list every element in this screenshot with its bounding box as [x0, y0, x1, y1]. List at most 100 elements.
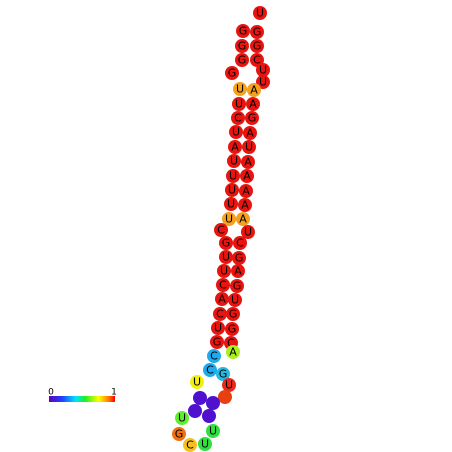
nucleotide-label: U [209, 425, 217, 438]
nucleotide-label: G [238, 54, 247, 67]
nucleotide [236, 212, 250, 226]
nucleotide-label: U [232, 126, 240, 139]
nucleotide-label: G [235, 252, 244, 265]
nucleotide [228, 293, 242, 307]
nucleotide [226, 345, 240, 359]
nucleotide-label: U [193, 376, 201, 389]
nucleotide [239, 184, 253, 198]
nucleotide [231, 264, 245, 278]
nucleotide-label: C [234, 112, 242, 125]
nucleotide-label: A [239, 213, 247, 226]
nucleotide [203, 363, 217, 377]
nucleotide-label: U [225, 379, 233, 392]
nucleotide [247, 83, 261, 97]
nucleotide [198, 437, 212, 451]
nucleotide-label: G [228, 323, 237, 336]
nucleotide-label: U [236, 83, 244, 96]
nucleotide [230, 279, 244, 293]
nucleotide [225, 183, 239, 197]
nucleotide [240, 169, 254, 183]
nucleotide-label: U [245, 141, 253, 154]
nucleotide [232, 97, 246, 111]
nucleotide [231, 111, 245, 125]
nucleotide [183, 438, 197, 452]
nucleotide-label: G [222, 237, 231, 250]
nucleotide-label: G [219, 368, 228, 381]
nucleotide [224, 197, 238, 211]
nucleotide-label: C [253, 54, 261, 67]
nucleotide-label: A [243, 170, 251, 183]
nucleotide [250, 39, 264, 53]
colorbar-max: 1 [111, 388, 117, 398]
nucleotide-label: G [228, 67, 237, 80]
nucleotide-label: U [259, 64, 267, 77]
nucleotide [226, 169, 240, 183]
nucleotide-label: C [219, 279, 227, 292]
nucleotide-label: U [259, 76, 267, 89]
nucleotide [229, 125, 243, 139]
nucleotide-label: U [229, 170, 237, 183]
nucleotide-label: G [253, 40, 262, 53]
nucleotide [242, 140, 256, 154]
nucleotide-label: A [246, 127, 254, 140]
nucleotide [233, 82, 247, 96]
nucleotide-label: G [175, 428, 184, 441]
nucleotide-label: C [206, 364, 214, 377]
nucleotide-label: U [244, 226, 252, 239]
nucleotide [216, 278, 230, 292]
nucleotide-label: C [227, 337, 235, 350]
nucleotide [243, 126, 257, 140]
nucleotide-label: A [231, 141, 239, 154]
nucleotide [233, 236, 247, 250]
nucleotide-label: U [222, 251, 230, 264]
nucleotide-label: G [239, 25, 248, 38]
nucleotide [190, 375, 204, 389]
colorbar-min: 0 [48, 388, 54, 398]
nucleotide-label: C [216, 308, 224, 321]
nucleotide-label: C [210, 350, 218, 363]
nucleotide-label: G [253, 26, 262, 39]
nucleotide [172, 427, 186, 441]
nucleotide-label: A [242, 185, 250, 198]
nucleotide [217, 264, 231, 278]
nucleotide [250, 25, 264, 39]
nucleotide [245, 111, 259, 125]
nucleotide-label: G [248, 112, 257, 125]
nucleotide-label: U [201, 438, 209, 451]
nucleotide [222, 212, 236, 226]
nucleotide [236, 24, 250, 38]
nucleotide-label: U [235, 98, 243, 111]
nucleotide-label: A [250, 84, 258, 97]
nucleotide [211, 321, 225, 335]
nucleotide [226, 307, 240, 321]
nucleotide-label: A [244, 156, 252, 169]
nucleotide [188, 404, 202, 418]
nucleotide [175, 411, 189, 425]
nucleotide [216, 367, 230, 381]
nucleotide [256, 75, 270, 89]
nucleotide [202, 409, 216, 423]
nucleotide-label: U [228, 184, 236, 197]
nucleotide [228, 140, 242, 154]
nucleotide [207, 349, 221, 363]
nucleotide-label: A [218, 293, 226, 306]
colorbar [49, 396, 115, 402]
nucleotide [225, 66, 239, 80]
nucleotide-label: U [220, 265, 228, 278]
nucleotide-label: G [229, 308, 238, 321]
nucleotide [235, 53, 249, 67]
nucleotide-label: C [186, 439, 194, 452]
nucleotide-label: U [256, 7, 264, 20]
nucleotide-label: U [214, 322, 222, 335]
nucleotide [241, 225, 255, 239]
nucleotide [253, 6, 267, 20]
nucleotide [241, 155, 255, 169]
nucleotide [256, 63, 270, 77]
nucleotide-label: U [231, 294, 239, 307]
nucleotide-label: G [238, 40, 247, 53]
nucleotide-label: A [229, 346, 237, 359]
nucleotide-label: U [227, 198, 235, 211]
nucleotide [246, 97, 260, 111]
